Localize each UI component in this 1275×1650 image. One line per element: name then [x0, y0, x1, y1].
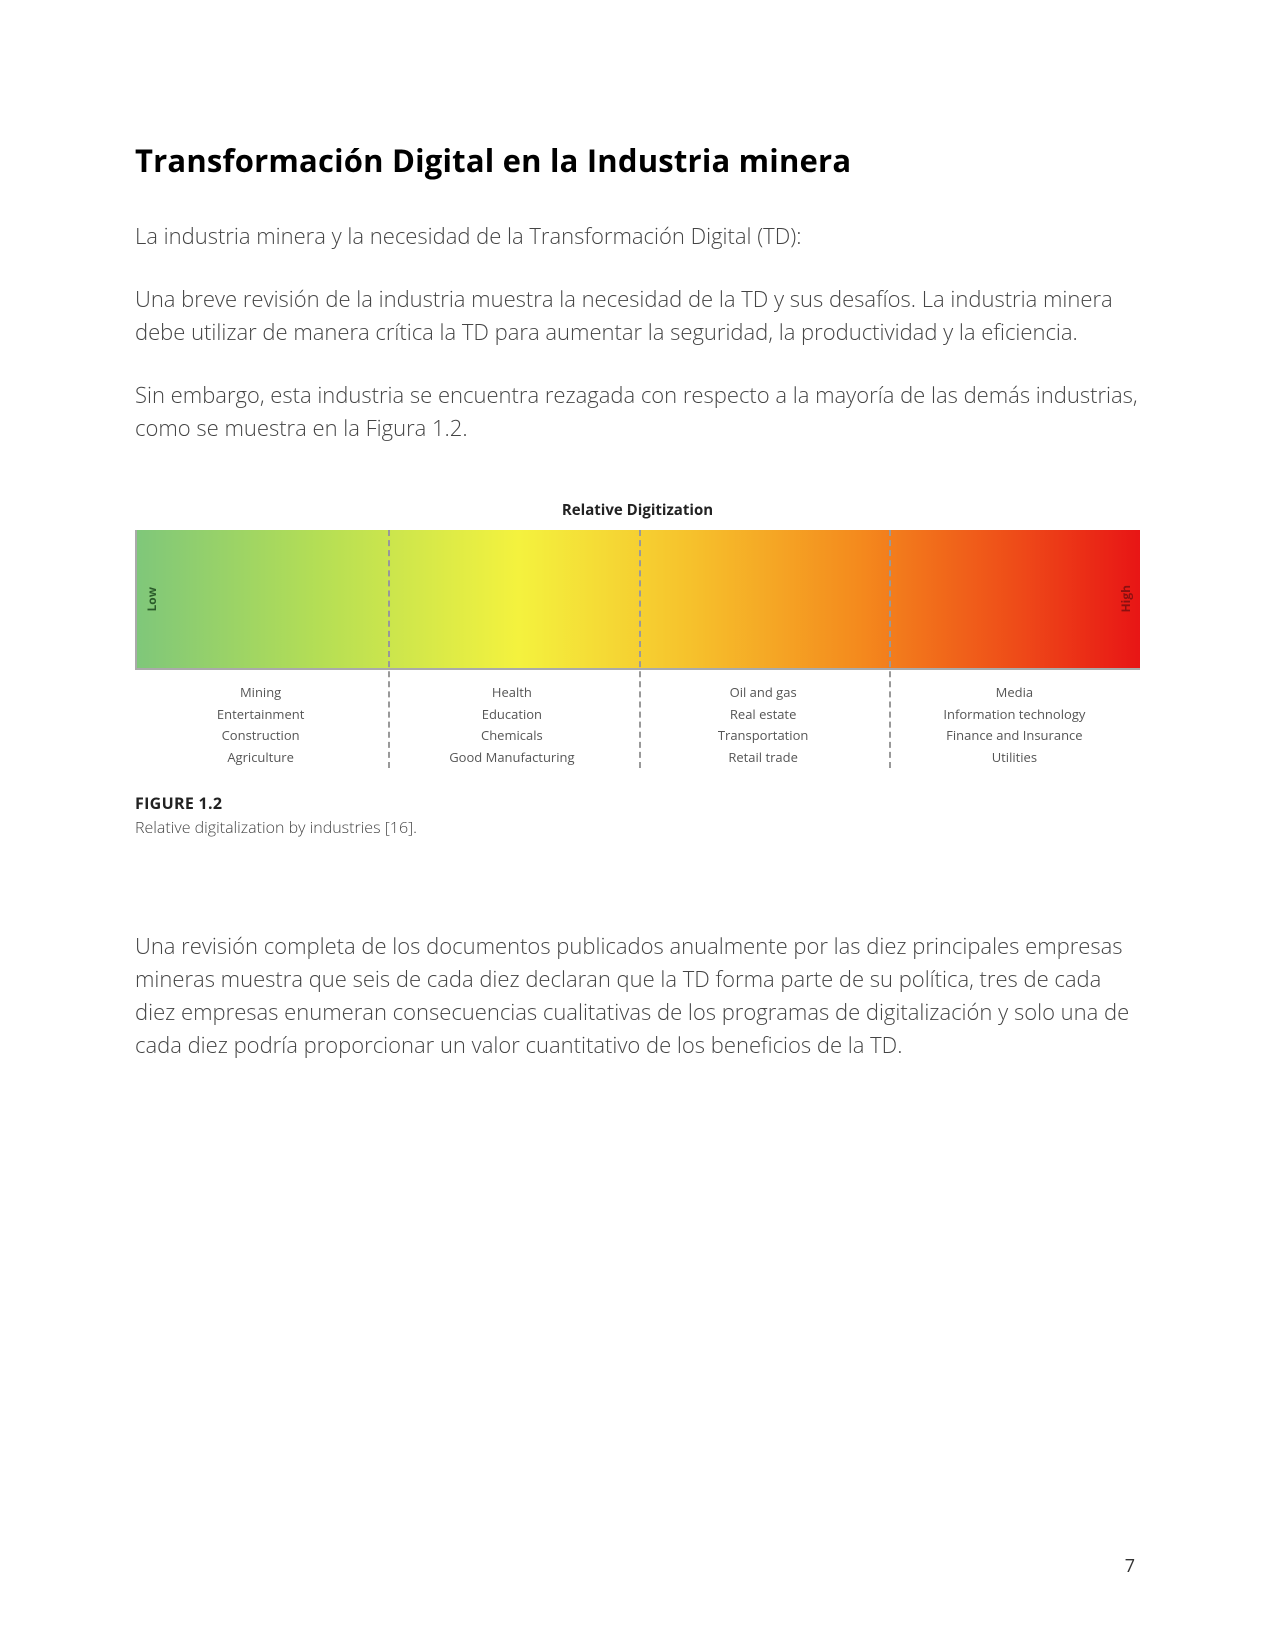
paragraph-body-1: Una breve revisión de la industria muest… [135, 283, 1140, 349]
chart-category-column: Health Education Chemicals Good Manufacturi… [386, 680, 637, 766]
chart-category-row: Mining Entertainment Construction Agricultu… [135, 680, 1140, 766]
axis-label-low: Low [143, 587, 160, 611]
chart-category-column: Mining Entertainment Construction Agricultu… [135, 680, 386, 766]
chart-category-item: Chemicals [481, 727, 543, 745]
paragraph-body-2: Sin embargo, esta industria se encuentra… [135, 379, 1140, 445]
chart-category-item: Information technology [943, 706, 1085, 724]
paragraph-intro: La industria minera y la necesidad de la… [135, 220, 1140, 253]
chart-category-column: Oil and gas Real estate Transportation Reta… [638, 680, 889, 766]
chart-category-item: Real estate [730, 706, 797, 724]
figure-caption: FIGURE 1.2 Relative digitalization by in… [135, 792, 1140, 838]
chart-title: Relative Digitization [135, 500, 1140, 520]
figure-label: FIGURE 1.2 [135, 792, 1140, 814]
chart-category-item: Good Manufacturing [449, 749, 574, 767]
page-heading: Transformación Digital en la Industria m… [135, 140, 1140, 182]
relative-digitization-chart: Relative Digitization Low High Mining Ent… [135, 500, 1140, 766]
chart-category-item: Health [492, 684, 532, 702]
chart-category-item: Oil and gas [730, 684, 797, 702]
chart-category-item: Education [482, 706, 542, 724]
paragraph-after-chart: Una revisión completa de los documentos … [135, 930, 1140, 1062]
figure-caption-text: Relative digitalization by industries [1… [135, 816, 1140, 838]
chart-category-column: Media Information technology Finance and I… [889, 680, 1140, 766]
chart-category-item: Agriculture [227, 749, 294, 767]
chart-category-item: Construction [222, 727, 300, 745]
axis-label-high: High [1117, 585, 1134, 613]
chart-gradient-bar: Low High [135, 530, 1140, 670]
chart-category-item: Transportation [718, 727, 809, 745]
chart-category-item: Media [996, 684, 1033, 702]
chart-category-item: Finance and Insurance [946, 727, 1082, 745]
chart-category-item: Entertainment [217, 706, 305, 724]
chart-category-item: Retail trade [728, 749, 798, 767]
page-number: 7 [1125, 1554, 1135, 1578]
chart-category-item: Mining [240, 684, 281, 702]
chart-category-item: Utilities [992, 749, 1037, 767]
